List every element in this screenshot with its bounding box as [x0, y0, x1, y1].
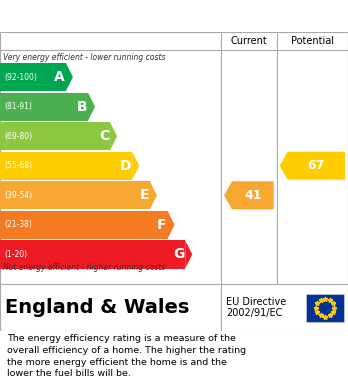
Text: (69-80): (69-80) [4, 132, 32, 141]
Bar [306, 294, 344, 321]
Polygon shape [132, 152, 139, 180]
Text: G: G [173, 248, 184, 262]
Text: Potential: Potential [291, 36, 334, 46]
Bar [0, 63, 66, 91]
Text: (92-100): (92-100) [4, 73, 37, 82]
Text: (21-38): (21-38) [4, 221, 32, 230]
Text: (81-91): (81-91) [4, 102, 32, 111]
Bar [0, 122, 110, 150]
Text: (1-20): (1-20) [4, 250, 27, 259]
Text: (55-68): (55-68) [4, 161, 32, 170]
Bar [0, 211, 168, 239]
Text: 67: 67 [308, 159, 325, 172]
Text: Energy Efficiency Rating: Energy Efficiency Rating [10, 9, 232, 23]
Polygon shape [110, 122, 117, 150]
Polygon shape [150, 181, 157, 209]
Text: The energy efficiency rating is a measure of the
overall efficiency of a home. T: The energy efficiency rating is a measur… [7, 334, 246, 378]
Polygon shape [66, 63, 73, 91]
Bar [0, 240, 185, 269]
Polygon shape [224, 181, 274, 209]
Bar [0, 181, 150, 209]
Bar [0, 93, 88, 121]
Text: F: F [157, 218, 167, 232]
Text: (39-54): (39-54) [4, 191, 32, 200]
Bar [0, 152, 132, 180]
Text: E: E [140, 188, 149, 202]
Text: Current: Current [230, 36, 267, 46]
Text: B: B [77, 100, 87, 114]
Polygon shape [185, 240, 192, 269]
Text: C: C [99, 129, 109, 143]
Text: England & Wales: England & Wales [5, 298, 189, 317]
Polygon shape [280, 152, 345, 180]
Text: 41: 41 [244, 189, 262, 202]
Polygon shape [88, 93, 95, 121]
Text: D: D [120, 159, 131, 173]
Polygon shape [168, 211, 175, 239]
Text: EU Directive
2002/91/EC: EU Directive 2002/91/EC [226, 297, 286, 318]
Text: A: A [54, 70, 65, 84]
Text: Not energy efficient - higher running costs: Not energy efficient - higher running co… [3, 263, 166, 272]
Text: Very energy efficient - lower running costs: Very energy efficient - lower running co… [3, 53, 166, 62]
